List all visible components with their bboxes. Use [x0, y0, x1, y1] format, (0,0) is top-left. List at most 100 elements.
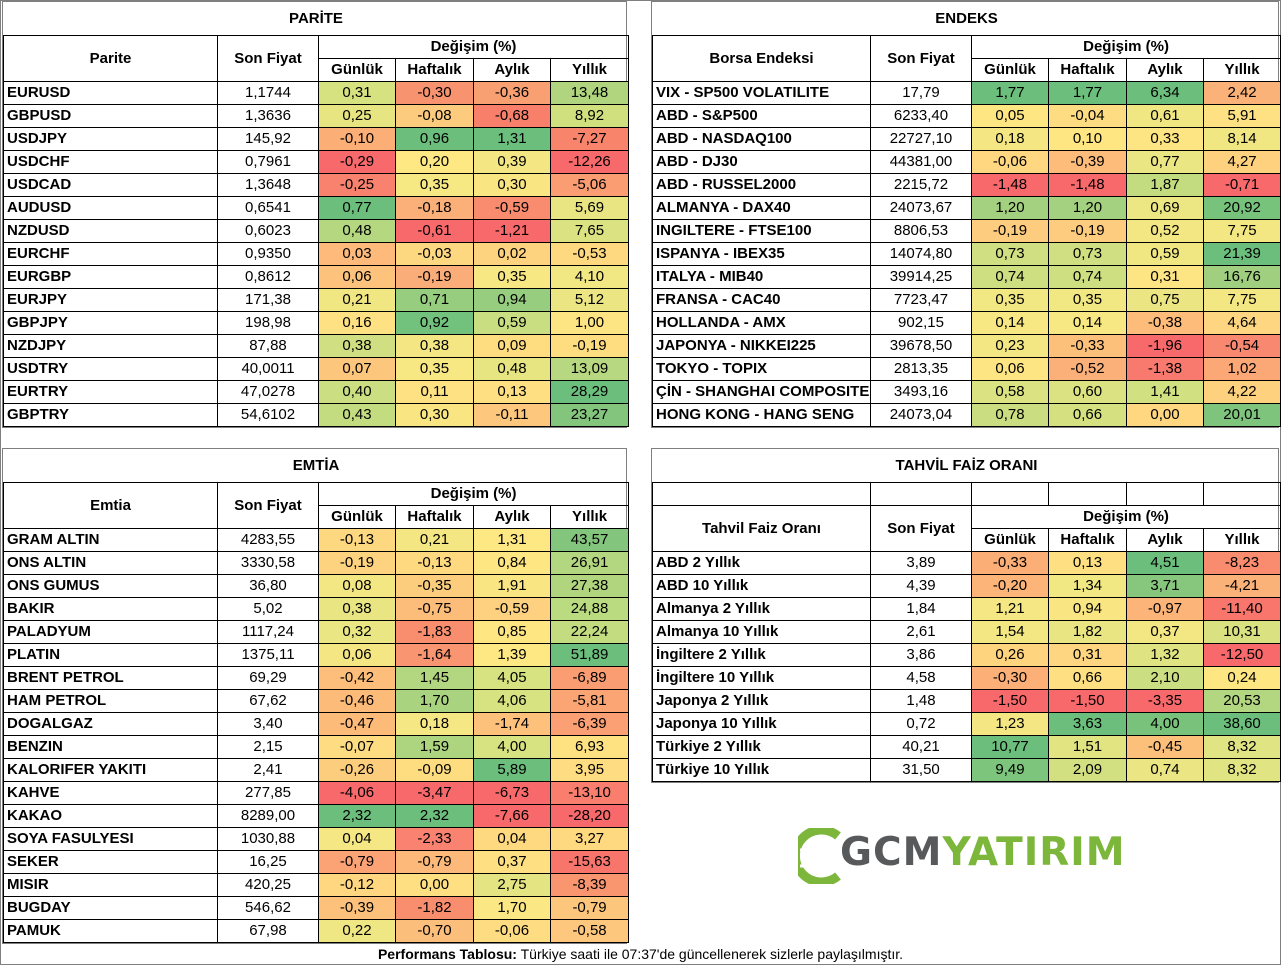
- change-cell: -0,39: [1048, 149, 1127, 174]
- change-cell: 0,02: [473, 241, 551, 266]
- change-cell: -0,06: [971, 149, 1049, 174]
- change-cell: 51,89: [549, 642, 630, 667]
- table-row: EURUSD 1,1744 0,31 -0,30 -0,36 13,48: [3, 80, 629, 105]
- change-cell: 1,20: [1048, 195, 1127, 220]
- table-row: EURCHF 0,9350 0,03 -0,03 0,02 -0,53: [3, 241, 629, 266]
- row-name: EURCHF: [3, 241, 218, 266]
- change-cell: -0,07: [318, 734, 396, 759]
- row-name: ABD - NASDAQ100: [652, 126, 871, 151]
- change-cell: -0,10: [318, 126, 396, 151]
- change-cell: 0,94: [473, 287, 551, 312]
- change-cell: -0,79: [549, 895, 630, 920]
- emtia-title-row: EMTİA: [3, 449, 629, 483]
- row-price: 145,92: [217, 126, 319, 151]
- change-cell: 0,07: [318, 356, 396, 381]
- change-cell: 0,75: [1126, 287, 1204, 312]
- row-name: USDJPY: [3, 126, 218, 151]
- change-cell: 0,22: [318, 918, 396, 943]
- row-price: 8806,53: [870, 218, 972, 243]
- change-cell: 0,30: [395, 402, 474, 427]
- change-cell: -0,33: [971, 550, 1049, 575]
- change-cell: 0,06: [318, 642, 396, 667]
- change-cell: 0,77: [1126, 149, 1204, 174]
- change-cell: 1,39: [473, 642, 551, 667]
- change-cell: 0,74: [971, 264, 1049, 289]
- change-cell: 0,26: [971, 642, 1049, 667]
- change-cell: -0,30: [971, 665, 1049, 690]
- col-header-period: Yıllık: [550, 57, 629, 82]
- change-cell: 1,70: [395, 688, 474, 713]
- row-price: 31,50: [870, 757, 972, 782]
- change-cell: 0,66: [1048, 665, 1127, 690]
- row-name: AUDUSD: [3, 195, 218, 220]
- row-price: 40,0011: [217, 356, 319, 381]
- table-row: PAMUK 67,98 0,22 -0,70 -0,06 -0,58: [3, 918, 630, 943]
- row-name: USDCHF: [3, 149, 218, 174]
- change-cell: -2,33: [395, 826, 474, 851]
- row-name: İngiltere 2 Yıllık: [652, 642, 871, 667]
- change-cell: 23,27: [550, 402, 629, 427]
- tahvil-title: TAHVİL FAİZ ORANI: [652, 449, 1281, 483]
- row-name: MISIR: [3, 872, 218, 897]
- table-row: EURGBP 0,8612 0,06 -0,19 0,35 4,10: [3, 264, 629, 289]
- table-row: NZDJPY 87,88 0,38 0,38 0,09 -0,19: [3, 333, 629, 358]
- change-cell: -12,50: [1202, 642, 1281, 667]
- row-price: 54,6102: [217, 402, 319, 427]
- col-header-change: Değişim (%): [317, 481, 630, 506]
- table-row: HOLLANDA - AMX 902,15 0,14 0,14 -0,38 4,64: [652, 310, 1281, 335]
- row-name: HONG KONG - HANG SENG: [652, 402, 871, 427]
- table-row: HAM PETROL 67,62 -0,46 1,70 4,06 -5,81: [3, 688, 630, 713]
- change-cell: 0,13: [473, 379, 551, 404]
- row-price: 2813,35: [870, 356, 972, 381]
- col-header-period: Aylık: [473, 57, 551, 82]
- row-price: 1,3648: [217, 172, 319, 197]
- emtia-subheader-row: Günlük Haftalık Aylık Yıllık: [4, 504, 630, 529]
- row-name: KAKAO: [3, 803, 218, 828]
- change-cell: 0,18: [395, 711, 474, 736]
- change-cell: -0,46: [318, 688, 396, 713]
- row-price: 1375,11: [217, 642, 319, 667]
- brand-name: GCMYATIRIM: [840, 830, 1126, 875]
- table-row: ABD - S&P500 6233,40 0,05 -0,04 0,61 5,91: [652, 103, 1281, 128]
- blank-cell: [870, 481, 972, 506]
- table-row: MISIR 420,25 -0,12 0,00 2,75 -8,39: [3, 872, 630, 897]
- change-cell: 4,51: [1126, 550, 1204, 575]
- row-price: 277,85: [217, 780, 319, 805]
- row-name: INGILTERE - FTSE100: [652, 218, 871, 243]
- table-row: PLATIN 1375,11 0,06 -1,64 1,39 51,89: [3, 642, 630, 667]
- change-cell: 5,69: [550, 195, 629, 220]
- blank-cell: [1202, 481, 1281, 506]
- table-row: HONG KONG - HANG SENG 24073,04 0,78 0,66 0,0…: [652, 402, 1281, 427]
- row-price: 0,6541: [217, 195, 319, 220]
- table-row: ONS ALTIN 3330,58 -0,19 -0,13 0,84 26,91: [3, 550, 630, 575]
- change-cell: 0,00: [1126, 402, 1204, 427]
- row-name: TOKYO - TOPIX: [652, 356, 871, 381]
- table-row: ONS GUMUS 36,80 0,08 -0,35 1,91 27,38: [3, 573, 630, 598]
- table-row: İngiltere 2 Yıllık 3,86 0,26 0,31 1,32 -12,50: [652, 642, 1281, 667]
- change-cell: -1,48: [971, 172, 1049, 197]
- row-price: 36,80: [217, 573, 319, 598]
- change-cell: -0,59: [473, 195, 551, 220]
- table-row: KAHVE 277,85 -4,06 -3,47 -6,73 -13,10: [3, 780, 630, 805]
- table-row: GBPJPY 198,98 0,16 0,92 0,59 1,00: [3, 310, 629, 335]
- change-cell: -3,47: [395, 780, 474, 805]
- change-cell: -0,11: [473, 402, 551, 427]
- change-cell: -1,64: [395, 642, 474, 667]
- col-header-period: Aylık: [473, 504, 551, 529]
- row-price: 4,39: [870, 573, 972, 598]
- change-cell: 0,21: [395, 527, 474, 552]
- row-price: 198,98: [217, 310, 319, 335]
- col-header-name: Borsa Endeksi: [652, 34, 871, 82]
- col-header-price: Son Fiyat: [870, 504, 972, 552]
- change-cell: -0,38: [1126, 310, 1204, 335]
- col-header-period: Haftalık: [1048, 57, 1127, 82]
- row-name: BENZIN: [3, 734, 218, 759]
- change-cell: 0,37: [473, 849, 551, 874]
- row-name: ALMANYA - DAX40: [652, 195, 871, 220]
- change-cell: -1,21: [473, 218, 551, 243]
- row-price: 546,62: [217, 895, 319, 920]
- change-cell: 6,34: [1126, 80, 1204, 105]
- change-cell: 7,75: [1202, 218, 1281, 243]
- tahvil-header-row: Tahvil Faiz Oranı Son Fiyat Değişim (%): [652, 504, 1281, 552]
- table-row: ITALYA - MIB40 39914,25 0,74 0,74 0,31 16,76: [652, 264, 1281, 289]
